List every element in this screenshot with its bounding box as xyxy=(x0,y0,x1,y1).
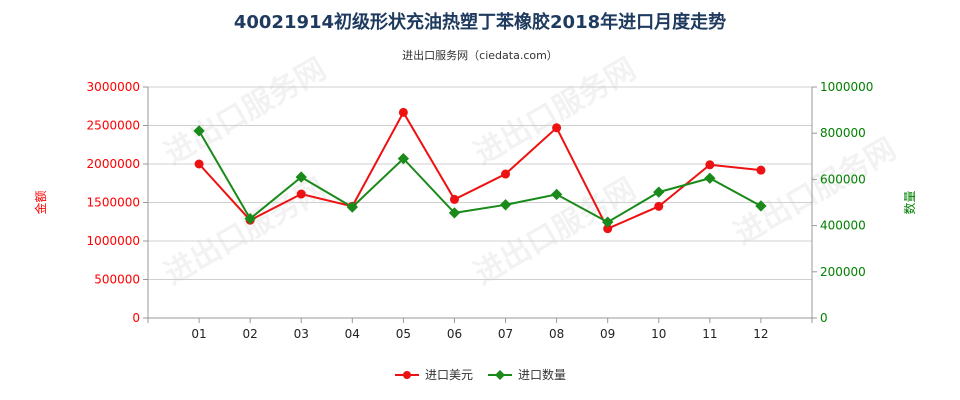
y-right-tick-label: 600000 xyxy=(820,172,866,186)
y-left-axis-label: 金额 xyxy=(33,190,48,214)
data-point-value xyxy=(654,201,664,211)
x-tick-label: 11 xyxy=(702,327,717,341)
series-layer xyxy=(193,107,767,234)
y-left-tick-label: 2500000 xyxy=(87,119,140,133)
y-right-axis-label: 数量 xyxy=(902,190,917,214)
y-left-tick-label: 3000000 xyxy=(87,80,140,94)
legend-marker-quantity xyxy=(495,370,505,380)
y-left-tick-label: 500000 xyxy=(94,273,140,287)
data-point-value xyxy=(501,169,511,179)
data-point-quantity xyxy=(244,213,256,225)
x-tick-label: 08 xyxy=(549,327,564,341)
x-tick-label: 01 xyxy=(191,327,206,341)
x-tick-label: 06 xyxy=(447,327,462,341)
x-tick-label: 07 xyxy=(498,327,513,341)
data-point-quantity xyxy=(653,186,665,198)
x-tick-label: 03 xyxy=(294,327,309,341)
y-left-tick-label: 1500000 xyxy=(87,196,140,210)
data-point-quantity xyxy=(602,216,614,228)
data-point-quantity xyxy=(704,172,716,184)
data-point-value xyxy=(398,107,408,117)
x-tick-label: 02 xyxy=(243,327,258,341)
data-point-quantity xyxy=(295,171,307,183)
data-point-value xyxy=(756,165,766,175)
legend-label: 进口数量 xyxy=(518,367,566,382)
y-right-tick-label: 200000 xyxy=(820,265,866,279)
legend-marker-value xyxy=(403,371,411,379)
watermark-text: 进出口服务网 xyxy=(729,132,902,252)
data-point-value xyxy=(194,159,204,169)
series-line-value xyxy=(198,110,762,230)
data-point-value xyxy=(603,224,613,234)
y-left-tick-label: 0 xyxy=(132,311,140,325)
legend[interactable]: 进口美元 进口数量 xyxy=(395,367,566,382)
watermark-text: 进出口服务网 xyxy=(159,172,332,292)
data-point-quantity xyxy=(397,152,410,165)
x-tick-label: 05 xyxy=(396,327,411,341)
chart-subtitle: 进出口服务网（ciedata.com） xyxy=(402,49,558,62)
data-point-quantity xyxy=(499,199,512,211)
data-point-quantity xyxy=(346,201,358,213)
data-point-value xyxy=(705,160,715,170)
x-tick-label: 04 xyxy=(345,327,360,341)
y-right-tick-label: 1000000 xyxy=(820,80,873,94)
y-right-tick-label: 400000 xyxy=(820,219,866,233)
data-point-value xyxy=(296,189,306,199)
data-point-value xyxy=(449,194,459,204)
y-right-tick-label: 0 xyxy=(820,311,828,325)
legend-label: 进口美元 xyxy=(425,368,473,382)
x-tick-label: 10 xyxy=(651,327,666,341)
data-point-quantity xyxy=(755,200,767,212)
watermark-text: 进出口服务网 xyxy=(469,172,642,292)
y-left-tick-label: 2000000 xyxy=(87,157,140,171)
x-tick-label: 12 xyxy=(753,327,768,341)
series-line-quantity xyxy=(198,130,762,224)
data-point-value xyxy=(552,123,562,133)
watermark-text: 进出口服务网 xyxy=(469,52,642,172)
y-right-tick-label: 800000 xyxy=(820,126,866,140)
axes: 0500000100000015000002000000250000030000… xyxy=(33,80,917,341)
y-left-tick-label: 1000000 xyxy=(87,234,140,248)
data-point-quantity xyxy=(550,188,563,201)
data-point-quantity xyxy=(448,207,461,219)
watermark-text: 进出口服务网 xyxy=(159,52,332,172)
chart-title: 40021914初级形状充油热塑丁苯橡胶2018年进口月度走势 xyxy=(233,12,727,33)
x-tick-label: 09 xyxy=(600,327,615,341)
